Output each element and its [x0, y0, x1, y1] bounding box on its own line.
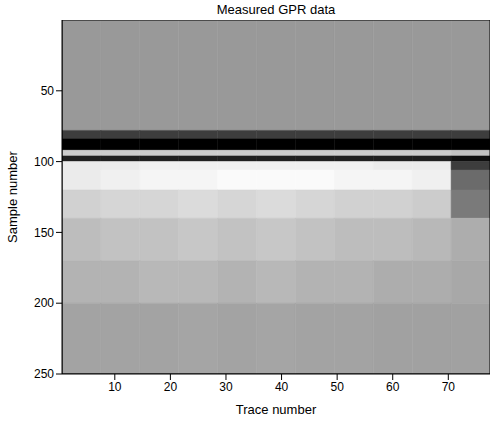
svg-text:40: 40 [275, 380, 289, 394]
svg-text:Sample number: Sample number [5, 150, 20, 242]
svg-text:60: 60 [386, 380, 400, 394]
svg-text:200: 200 [34, 296, 54, 310]
svg-text:Trace number: Trace number [236, 402, 317, 417]
svg-text:50: 50 [41, 84, 55, 98]
svg-text:30: 30 [219, 380, 233, 394]
svg-text:20: 20 [164, 380, 178, 394]
html-text:Measured GPR data: Measured GPR data [216, 2, 336, 17]
svg-text:100: 100 [34, 155, 54, 169]
svg-text:10: 10 [108, 380, 122, 394]
svg-text:50: 50 [330, 380, 344, 394]
svg-text:250: 250 [34, 367, 54, 381]
svg-text:70: 70 [442, 380, 456, 394]
svg-text:150: 150 [34, 226, 54, 240]
